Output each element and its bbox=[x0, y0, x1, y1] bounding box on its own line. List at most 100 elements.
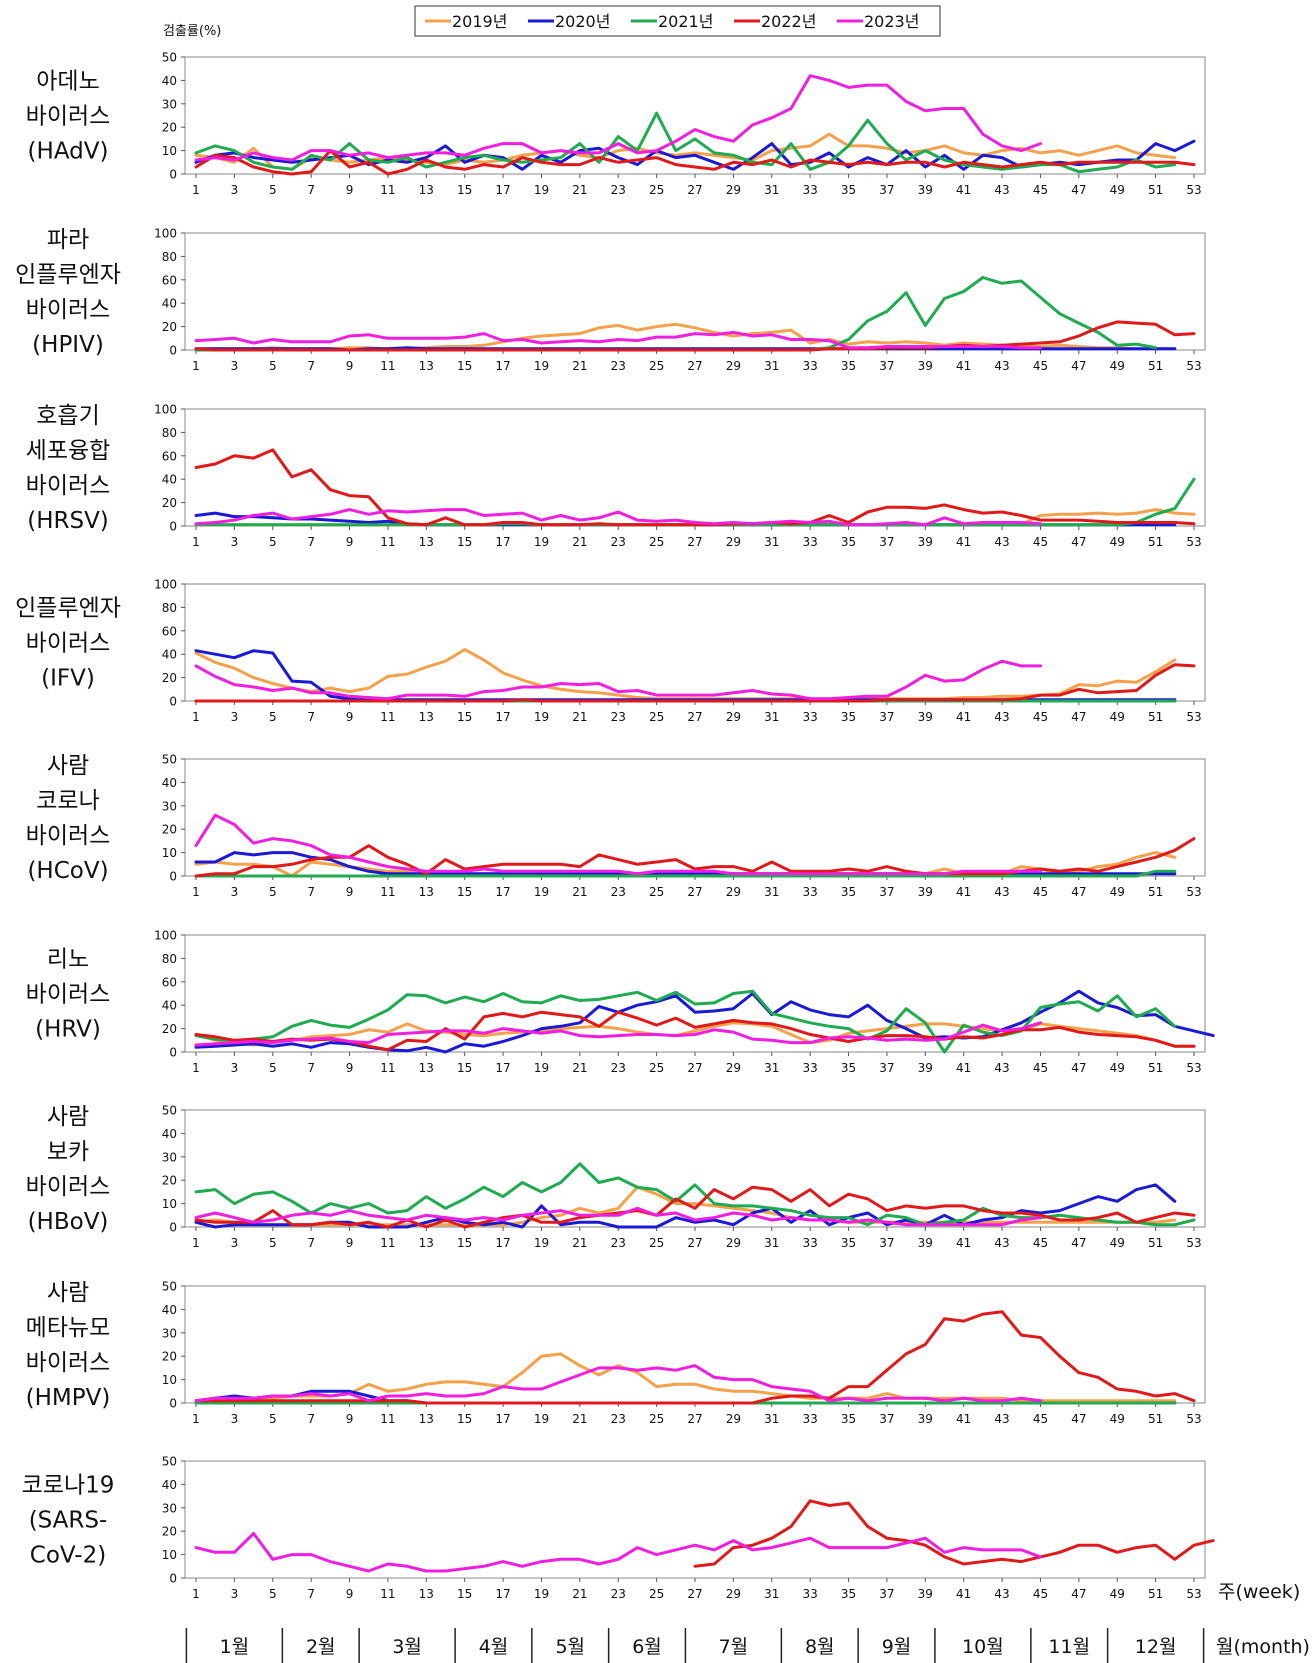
y-tick-label: 40 bbox=[162, 776, 177, 790]
x-tick-label: 43 bbox=[994, 359, 1009, 373]
month-axis-title: 월(month) bbox=[1216, 1636, 1310, 1658]
x-tick-label: 45 bbox=[1033, 710, 1048, 724]
x-tick-label: 47 bbox=[1071, 1587, 1086, 1601]
x-tick-label: 23 bbox=[611, 359, 626, 373]
x-tick-label: 15 bbox=[457, 1587, 472, 1601]
x-tick-label: 53 bbox=[1186, 535, 1201, 549]
month-label: 4월 bbox=[479, 1636, 509, 1658]
x-tick-label: 5 bbox=[269, 183, 277, 197]
x-tick-label: 43 bbox=[994, 1061, 1009, 1075]
x-tick-label: 23 bbox=[611, 710, 626, 724]
x-tick-label: 21 bbox=[572, 1061, 587, 1075]
month-label: 1월 bbox=[220, 1636, 250, 1658]
x-tick-label: 5 bbox=[269, 359, 277, 373]
x-tick-label: 53 bbox=[1186, 183, 1201, 197]
x-tick-label: 15 bbox=[457, 710, 472, 724]
panel-label-line: (SARS- bbox=[29, 1508, 108, 1534]
x-tick-label: 15 bbox=[457, 1236, 472, 1250]
series-line bbox=[194, 869, 1177, 878]
x-tick-label: 45 bbox=[1033, 1412, 1048, 1426]
x-tick-label: 51 bbox=[1148, 183, 1163, 197]
x-tick-label: 19 bbox=[534, 710, 549, 724]
month-label: 12월 bbox=[1135, 1636, 1177, 1658]
y-tick-label: 10 bbox=[162, 144, 177, 158]
y-tick-label: 30 bbox=[162, 97, 177, 111]
y-tick-label: 10 bbox=[162, 846, 177, 860]
y-tick-label: 30 bbox=[162, 1150, 177, 1164]
x-tick-label: 39 bbox=[918, 183, 933, 197]
y-tick-label: 40 bbox=[162, 473, 177, 487]
series-line bbox=[194, 663, 1196, 703]
x-tick-label: 37 bbox=[879, 359, 894, 373]
x-tick-label: 47 bbox=[1071, 710, 1086, 724]
x-tick-label: 47 bbox=[1071, 885, 1086, 899]
x-tick-label: 11 bbox=[380, 885, 395, 899]
y-tick-label: 40 bbox=[162, 1127, 177, 1141]
x-tick-label: 51 bbox=[1148, 1587, 1163, 1601]
x-tick-label: 29 bbox=[726, 183, 741, 197]
x-tick-label: 39 bbox=[918, 710, 933, 724]
x-tick-label: 21 bbox=[572, 1587, 587, 1601]
series-line bbox=[194, 813, 1042, 876]
panel-label-line: 바이러스 bbox=[26, 1174, 111, 1200]
legend-label: 2023년 bbox=[864, 12, 919, 31]
month-label: 6월 bbox=[632, 1636, 662, 1658]
x-tick-label: 37 bbox=[879, 710, 894, 724]
panel-label-line: 바이러스 bbox=[26, 473, 111, 499]
month-label: 5월 bbox=[555, 1636, 585, 1658]
x-tick-label: 37 bbox=[879, 1236, 894, 1250]
x-tick-label: 1 bbox=[192, 1061, 200, 1075]
x-tick-label: 19 bbox=[534, 1236, 549, 1250]
x-tick-label: 31 bbox=[764, 1061, 779, 1075]
x-tick-label: 11 bbox=[380, 183, 395, 197]
x-tick-label: 19 bbox=[534, 535, 549, 549]
x-tick-label: 43 bbox=[994, 1236, 1009, 1250]
panel-label-line: 바이러스 bbox=[26, 297, 111, 323]
y-tick-label: 30 bbox=[162, 1326, 177, 1340]
x-tick-label: 1 bbox=[192, 710, 200, 724]
panel-label-line: 바이러스 bbox=[26, 1350, 111, 1376]
panel-label-line: 세포융합 bbox=[26, 438, 111, 464]
panel-label-line: 코로나 bbox=[36, 788, 99, 814]
x-tick-label: 25 bbox=[649, 183, 664, 197]
x-tick-label: 35 bbox=[841, 359, 856, 373]
x-tick-label: 9 bbox=[346, 359, 354, 373]
x-tick-label: 9 bbox=[346, 183, 354, 197]
y-tick-label: 0 bbox=[169, 870, 177, 884]
x-tick-label: 5 bbox=[269, 1587, 277, 1601]
series-line bbox=[194, 508, 1042, 527]
y-tick-label: 60 bbox=[162, 449, 177, 463]
x-tick-label: 33 bbox=[803, 710, 818, 724]
x-tick-label: 15 bbox=[457, 359, 472, 373]
x-tick-label: 1 bbox=[192, 1587, 200, 1601]
x-tick-label: 33 bbox=[803, 1587, 818, 1601]
x-tick-label: 25 bbox=[649, 885, 664, 899]
y-tick-label: 20 bbox=[162, 1350, 177, 1364]
panel-label-line: (HMPV) bbox=[26, 1385, 111, 1411]
y-tick-label: 80 bbox=[162, 426, 177, 440]
x-tick-label: 27 bbox=[687, 1236, 702, 1250]
y-tick-label: 50 bbox=[162, 1104, 177, 1118]
series-line bbox=[194, 1532, 1042, 1573]
x-tick-label: 23 bbox=[611, 885, 626, 899]
x-tick-label: 17 bbox=[495, 183, 510, 197]
x-tick-label: 37 bbox=[879, 535, 894, 549]
panel-label-line: 사람 bbox=[47, 1104, 89, 1130]
x-tick-label: 29 bbox=[726, 535, 741, 549]
y-tick-label: 20 bbox=[162, 1022, 177, 1036]
y-tick-label: 0 bbox=[169, 1046, 177, 1060]
x-tick-label: 11 bbox=[380, 1236, 395, 1250]
x-tick-label: 39 bbox=[918, 359, 933, 373]
x-tick-label: 13 bbox=[419, 535, 434, 549]
x-tick-label: 5 bbox=[269, 535, 277, 549]
x-tick-label: 3 bbox=[231, 359, 239, 373]
y-tick-label: 20 bbox=[162, 121, 177, 135]
x-tick-label: 41 bbox=[956, 1412, 971, 1426]
x-tick-label: 47 bbox=[1071, 1412, 1086, 1426]
x-tick-label: 15 bbox=[457, 885, 472, 899]
x-tick-label: 43 bbox=[994, 1587, 1009, 1601]
x-tick-label: 37 bbox=[879, 1412, 894, 1426]
y-tick-label: 40 bbox=[162, 1478, 177, 1492]
